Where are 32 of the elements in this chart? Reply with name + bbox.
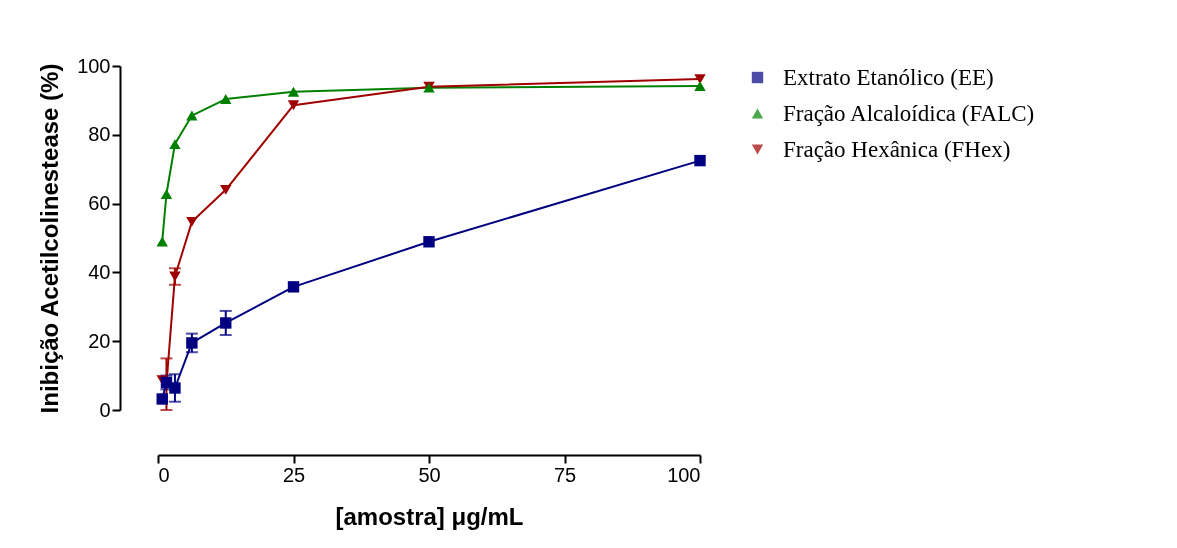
x-tick-label: 75 — [553, 463, 577, 486]
point — [423, 236, 435, 248]
y-tick-label: 20 — [88, 329, 111, 352]
legend-label: Fração Alcaloídica (FALC) — [783, 100, 1035, 126]
point — [220, 184, 232, 195]
point — [287, 281, 300, 293]
y-tick-label: 40 — [88, 260, 111, 283]
legend-label: Extrato Etanólico (EE) — [783, 64, 994, 90]
x-tick-label: 25 — [282, 463, 306, 486]
point — [186, 337, 198, 349]
point — [287, 86, 300, 97]
y-axis-title: Inibição Acetilcolinestease (%) — [36, 63, 64, 414]
point — [220, 94, 232, 104]
point — [186, 110, 198, 121]
point — [694, 81, 706, 91]
x-tick-label: 50 — [418, 463, 441, 486]
point — [156, 393, 168, 405]
point — [220, 317, 232, 329]
y-tick-label: 80 — [88, 123, 111, 146]
point — [287, 100, 300, 111]
y-tick-label: 100 — [77, 54, 111, 77]
legend-label: Fração Hexânica (FHex) — [783, 136, 1011, 162]
x-axis-title: [amostra] μg/mL — [335, 502, 524, 530]
point — [694, 154, 706, 167]
point — [169, 139, 181, 150]
x-tick-label: 100 — [667, 463, 701, 486]
x-tick-label: 0 — [158, 463, 170, 486]
point — [156, 236, 168, 247]
y-tick-label: 60 — [88, 192, 111, 215]
point — [160, 189, 173, 199]
y-tick-label: 0 — [99, 398, 111, 421]
point — [186, 216, 198, 227]
